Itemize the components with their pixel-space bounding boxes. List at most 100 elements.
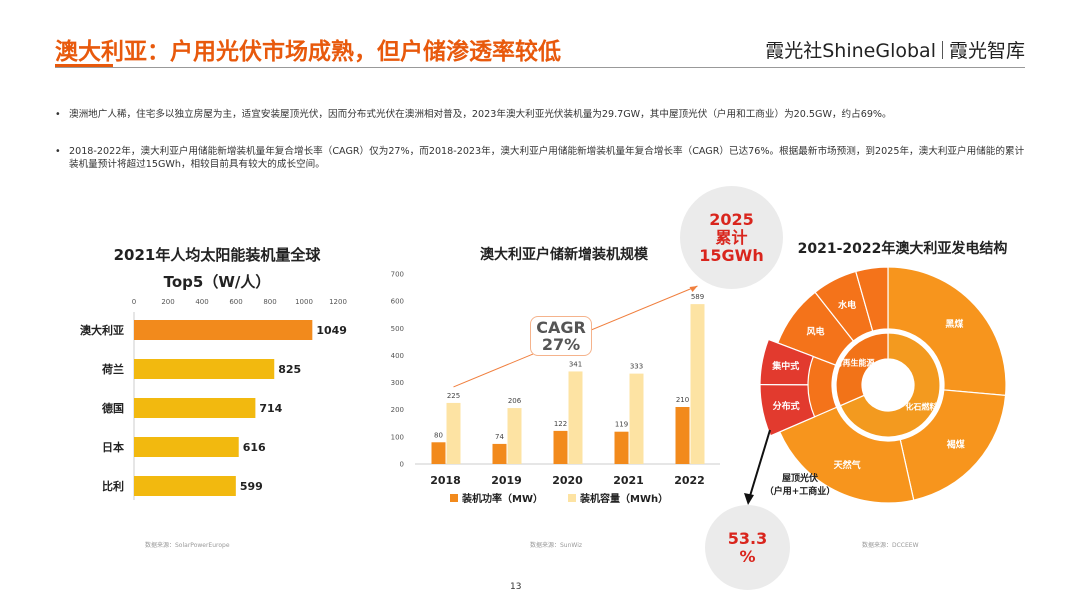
title-underline	[55, 64, 113, 67]
chart2-legend-label: 装机功率（MW）	[461, 492, 543, 505]
bullet-text: 2018-2022年，澳大利亚户用储能新增装机量年复合增长率（CAGR）仅为27…	[69, 146, 1025, 170]
bullet-dot: •	[55, 109, 61, 120]
chart3-callout-label: 屋顶光伏	[782, 472, 818, 484]
chart3-outer-segment	[899, 389, 1007, 501]
chart2-value-label: 80	[434, 431, 443, 439]
chart2-bar	[507, 408, 522, 464]
chart2-value-label: 225	[447, 392, 460, 400]
chart2-source: 数据来源：SunWiz	[530, 542, 583, 549]
chart2-value-label: 589	[691, 293, 704, 301]
chart1-category-label: 德国	[101, 401, 124, 415]
chart2-bar	[553, 430, 568, 464]
brand-left: 霞光社ShineGlobal	[765, 40, 936, 62]
header-divider	[55, 67, 1025, 68]
chart1-category-label: 荷兰	[101, 362, 124, 376]
chart2-y-tick-label: 0	[400, 461, 404, 469]
cagr-value: 27%	[541, 335, 581, 354]
chart1-bar	[134, 359, 275, 379]
chart1-x-tick-label: 600	[229, 298, 242, 306]
chart2-value-label: 74	[495, 433, 504, 441]
target-year: 2025	[709, 209, 754, 229]
chart2-bar	[446, 402, 461, 464]
chart2-legend-swatch	[450, 494, 458, 502]
bullet-text: 澳洲地广人稀，住宅多以独立房屋为主，适宜安装屋顶光伏，因而分布式光伏在澳洲相对普…	[69, 109, 892, 120]
chart2-value-label: 210	[676, 396, 689, 404]
rooftop-share-badge: 53.3 %	[705, 505, 790, 590]
chart1-bar	[134, 476, 236, 496]
target-value: 15GWh	[699, 245, 764, 265]
chart3-callout-arrow	[749, 429, 771, 497]
chart2-bar	[431, 442, 446, 464]
chart2-y-tick-label: 100	[391, 433, 404, 441]
bullet-item: • 澳洲地广人稀，住宅多以独立房屋为主，适宜安装屋顶光伏，因而分布式光伏在澳洲相…	[55, 108, 1030, 121]
chart2-value-label: 333	[630, 363, 643, 371]
chart3-inner-label: 化石燃料	[905, 402, 937, 412]
rooftop-share-unit: %	[739, 546, 756, 566]
chart3-outer-label: 水电	[838, 299, 856, 311]
chart1-x-tick-label: 800	[263, 298, 276, 306]
cagr-label: CAGR	[536, 318, 586, 337]
chart2-bar	[568, 371, 583, 464]
chart1-category-label: 澳大利亚	[80, 323, 124, 337]
chart2-y-tick-label: 400	[391, 352, 404, 360]
brand-separator	[941, 41, 943, 59]
chart3-outer-segment	[855, 266, 889, 332]
bullet-item: • 2018-2022年，澳大利亚户用储能新增装机量年复合增长率（CAGR）仅为…	[55, 145, 1030, 171]
target-label: 累计	[715, 227, 748, 247]
chart3-outer-label: 天然气	[834, 459, 861, 471]
chart2-y-tick-label: 300	[391, 379, 404, 387]
chart2-y-tick-label: 600	[391, 298, 404, 306]
chart2-value-label: 119	[615, 421, 628, 429]
chart1-bar	[134, 398, 256, 418]
chart1-source: 数据来源：SolarPowerEurope	[145, 542, 230, 549]
chart2-y-tick-label: 200	[391, 406, 404, 414]
rooftop-share-value: 53.3	[727, 528, 768, 548]
brand-right: 霞光智库	[948, 40, 1025, 62]
chart3-outer-segment	[887, 266, 1007, 397]
chart1-category-label: 比利	[102, 479, 124, 493]
chart3-outer-label: 风电	[807, 326, 825, 338]
chart3-pv-split-label: 集中式	[771, 360, 799, 372]
chart1-x-tick-label: 0	[132, 298, 136, 306]
chart2-title: 澳大利亚户储新增装机规模	[480, 247, 648, 263]
chart3-title: 2021-2022年澳大利亚发电结构	[797, 241, 1008, 257]
chart1-value-label: 599	[240, 480, 263, 493]
chart1-x-tick-label: 1200	[329, 298, 347, 306]
chart2-bar	[614, 431, 629, 464]
chart1-value-label: 1049	[316, 324, 347, 337]
chart3-source: 数据来源：DCCEEW	[862, 542, 919, 549]
chart2-category-label: 2020	[552, 474, 583, 487]
chart1-bar	[134, 320, 313, 340]
chart2-y-tick-label: 500	[391, 325, 404, 333]
chart2-bar	[629, 373, 644, 464]
chart3-callout-label: （户用+工商业）	[765, 485, 836, 497]
chart2-value-label: 122	[554, 420, 567, 428]
chart1-value-label: 616	[243, 441, 266, 454]
chart1-title-line2: Top5（W/人）	[163, 273, 271, 291]
chart1-x-tick-label: 400	[195, 298, 208, 306]
chart2-bar	[675, 407, 690, 464]
chart1-x-tick-label: 200	[161, 298, 174, 306]
chart2-legend-label: 装机容量（MWh）	[579, 492, 668, 505]
bullet-dot: •	[55, 146, 61, 157]
page-title: 澳大利亚：户用光伏市场成熟，但户储渗透率较低	[55, 39, 561, 65]
chart1-x-tick-label: 1000	[295, 298, 313, 306]
page-number: 13	[510, 582, 522, 592]
chart2-category-label: 2022	[674, 474, 705, 487]
chart1-category-label: 日本	[102, 440, 124, 454]
chart2-trend-arrowhead	[689, 286, 698, 292]
chart2-category-label: 2021	[613, 474, 644, 487]
chart2-bar	[690, 304, 705, 464]
chart2-value-label: 206	[508, 397, 522, 405]
chart3-inner-segment	[839, 332, 941, 438]
chart1-value-label: 825	[278, 363, 301, 376]
chart3-outer-label: 黑煤	[945, 318, 963, 330]
chart3-outer-segment	[778, 406, 915, 504]
chart3-outer-label: 褐煤	[946, 438, 965, 450]
chart2-category-label: 2019	[491, 474, 522, 487]
chart2-y-tick-label: 700	[391, 271, 404, 279]
chart3-pv-split-segment	[759, 338, 815, 386]
chart3-pv-split-label: 分布式	[773, 400, 800, 412]
target-2025-badge: 2025 累计 15GWh	[680, 186, 783, 289]
